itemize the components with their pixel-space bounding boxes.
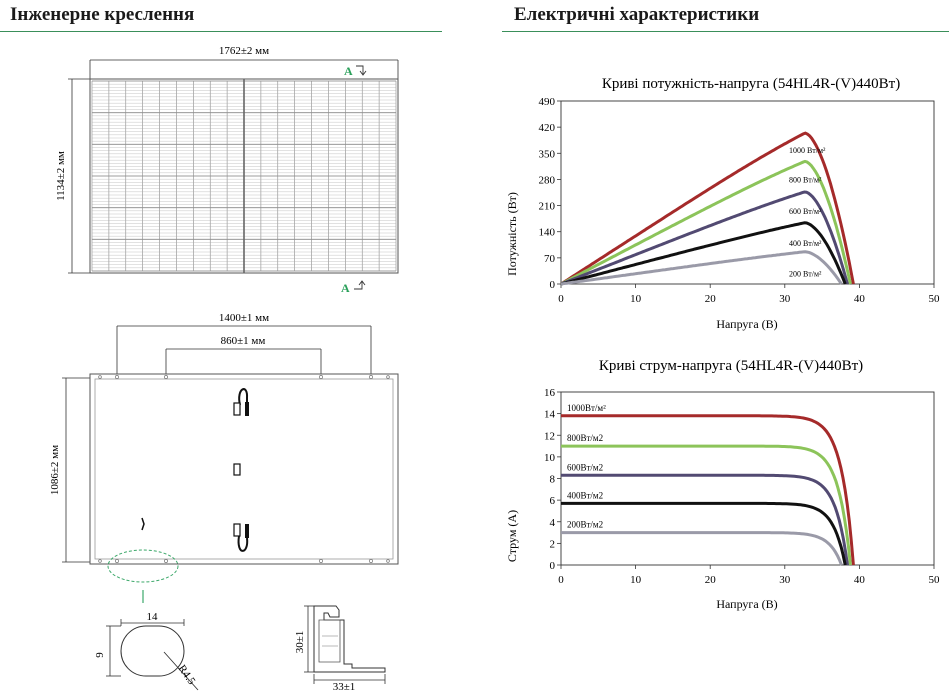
series-line [560, 190, 849, 286]
series-label: 800Вт/м2 [567, 433, 603, 443]
x-tick-label: 40 [854, 574, 866, 586]
y-axis-label: Струм (А) [505, 510, 519, 562]
y-tick-label: 420 [539, 122, 556, 134]
y-tick-label: 8 [550, 474, 556, 486]
series-line [560, 159, 852, 286]
series-line [561, 473, 849, 566]
series-label: 600Вт/м2 [567, 462, 603, 472]
hole-height-label: 9 [94, 652, 106, 658]
chart-title: Криві потужність-напруга (54HL4R-(V)440В… [602, 76, 900, 92]
series-line [561, 444, 852, 566]
series-line [561, 501, 847, 566]
series-label: 400Вт/м2 [567, 490, 603, 500]
power-voltage-chart: Криві потужність-напруга (54HL4R-(V)440В… [505, 76, 941, 331]
mounting-holes [98, 375, 390, 563]
y-tick-label: 6 [550, 495, 556, 507]
front-view: 1762±2 мм 1134±2 мм A A [55, 45, 399, 295]
hole-width-label: 14 [147, 611, 159, 623]
y-tick-label: 0 [550, 279, 556, 291]
hole-detail: 14 9 R4.5 [94, 611, 199, 691]
x-tick-label: 30 [779, 574, 791, 586]
section-marker-top: A [344, 64, 353, 78]
detail-callout [107, 549, 179, 583]
y-tick-label: 350 [539, 148, 556, 160]
x-tick-label: 30 [779, 293, 791, 305]
series-label: 800 Вт/м² [789, 175, 822, 184]
plot-area [560, 391, 935, 566]
section-arrow-top-icon [356, 65, 364, 74]
y-tick-label: 70 [544, 253, 556, 265]
engineering-drawing-title: Інженерне креслення [10, 4, 195, 25]
electrical-characteristics-title: Електричні характеристики [514, 4, 760, 25]
x-axis-label: Напруга (В) [716, 597, 777, 611]
profile-width-label: 33±1 [333, 681, 356, 692]
engineering-drawings: 1762±2 мм 1134±2 мм A A 1400±1 мм 860±1 … [49, 45, 399, 692]
current-voltage-chart: Криві струм-напруга (54HL4R-(V)440Вт) На… [505, 358, 941, 611]
x-tick-label: 50 [929, 293, 941, 305]
profile-height-label: 30±1 [294, 631, 306, 654]
y-tick-label: 280 [539, 174, 556, 186]
series-label: 1000 Вт/м² [789, 146, 826, 155]
series-label: 200 Вт/м² [789, 269, 822, 278]
back-view: 1400±1 мм 860±1 мм 1086±2 мм [49, 312, 399, 603]
plot-area [560, 100, 935, 285]
chart-title: Криві струм-напруга (54HL4R-(V)440Вт) [599, 358, 863, 374]
mount-outer-label: 1400±1 мм [219, 312, 269, 324]
series-line [560, 250, 843, 286]
x-tick-label: 10 [630, 574, 642, 586]
x-tick-label: 50 [929, 574, 941, 586]
series-label: 600 Вт/м² [789, 207, 822, 216]
x-tick-label: 10 [630, 293, 642, 305]
x-tick-label: 20 [705, 293, 717, 305]
y-tick-label: 4 [550, 517, 556, 529]
y-tick-label: 140 [539, 227, 556, 239]
y-axis-label: Потужність (Вт) [505, 192, 519, 276]
y-tick-label: 12 [544, 430, 555, 442]
electrical-title-divider [502, 31, 949, 32]
y-tick-label: 0 [550, 560, 556, 572]
series-line [561, 531, 843, 566]
y-tick-label: 210 [539, 201, 556, 213]
y-tick-label: 14 [544, 409, 556, 421]
front-height-label: 1134±2 мм [55, 151, 67, 201]
series-label: 200Вт/м2 [567, 520, 603, 530]
hole-radius-label: R4.5 [176, 663, 198, 688]
series-line [560, 221, 847, 286]
back-height-label: 1086±2 мм [49, 445, 61, 495]
mount-inner-label: 860±1 мм [221, 335, 266, 347]
x-tick-label: 0 [558, 293, 564, 305]
series-line [561, 414, 855, 566]
engineering-title-divider [0, 31, 442, 32]
x-axis-label: Напруга (В) [716, 317, 777, 331]
series-line [560, 131, 855, 286]
x-tick-label: 20 [705, 574, 717, 586]
section-marker-bottom: A [341, 281, 350, 295]
series-label: 1000Вт/м² [567, 403, 606, 413]
x-tick-label: 40 [854, 293, 866, 305]
y-tick-label: 16 [544, 387, 556, 399]
junction-boxes [141, 388, 249, 552]
series-label: 400 Вт/м² [789, 239, 822, 248]
x-tick-label: 0 [558, 574, 564, 586]
front-width-label: 1762±2 мм [219, 45, 269, 57]
y-tick-label: 10 [544, 452, 556, 464]
frame-profile: 30±1 33±1 [294, 605, 386, 692]
section-arrow-bottom-icon [354, 281, 363, 290]
y-tick-label: 490 [539, 96, 556, 108]
y-tick-label: 2 [550, 538, 556, 550]
